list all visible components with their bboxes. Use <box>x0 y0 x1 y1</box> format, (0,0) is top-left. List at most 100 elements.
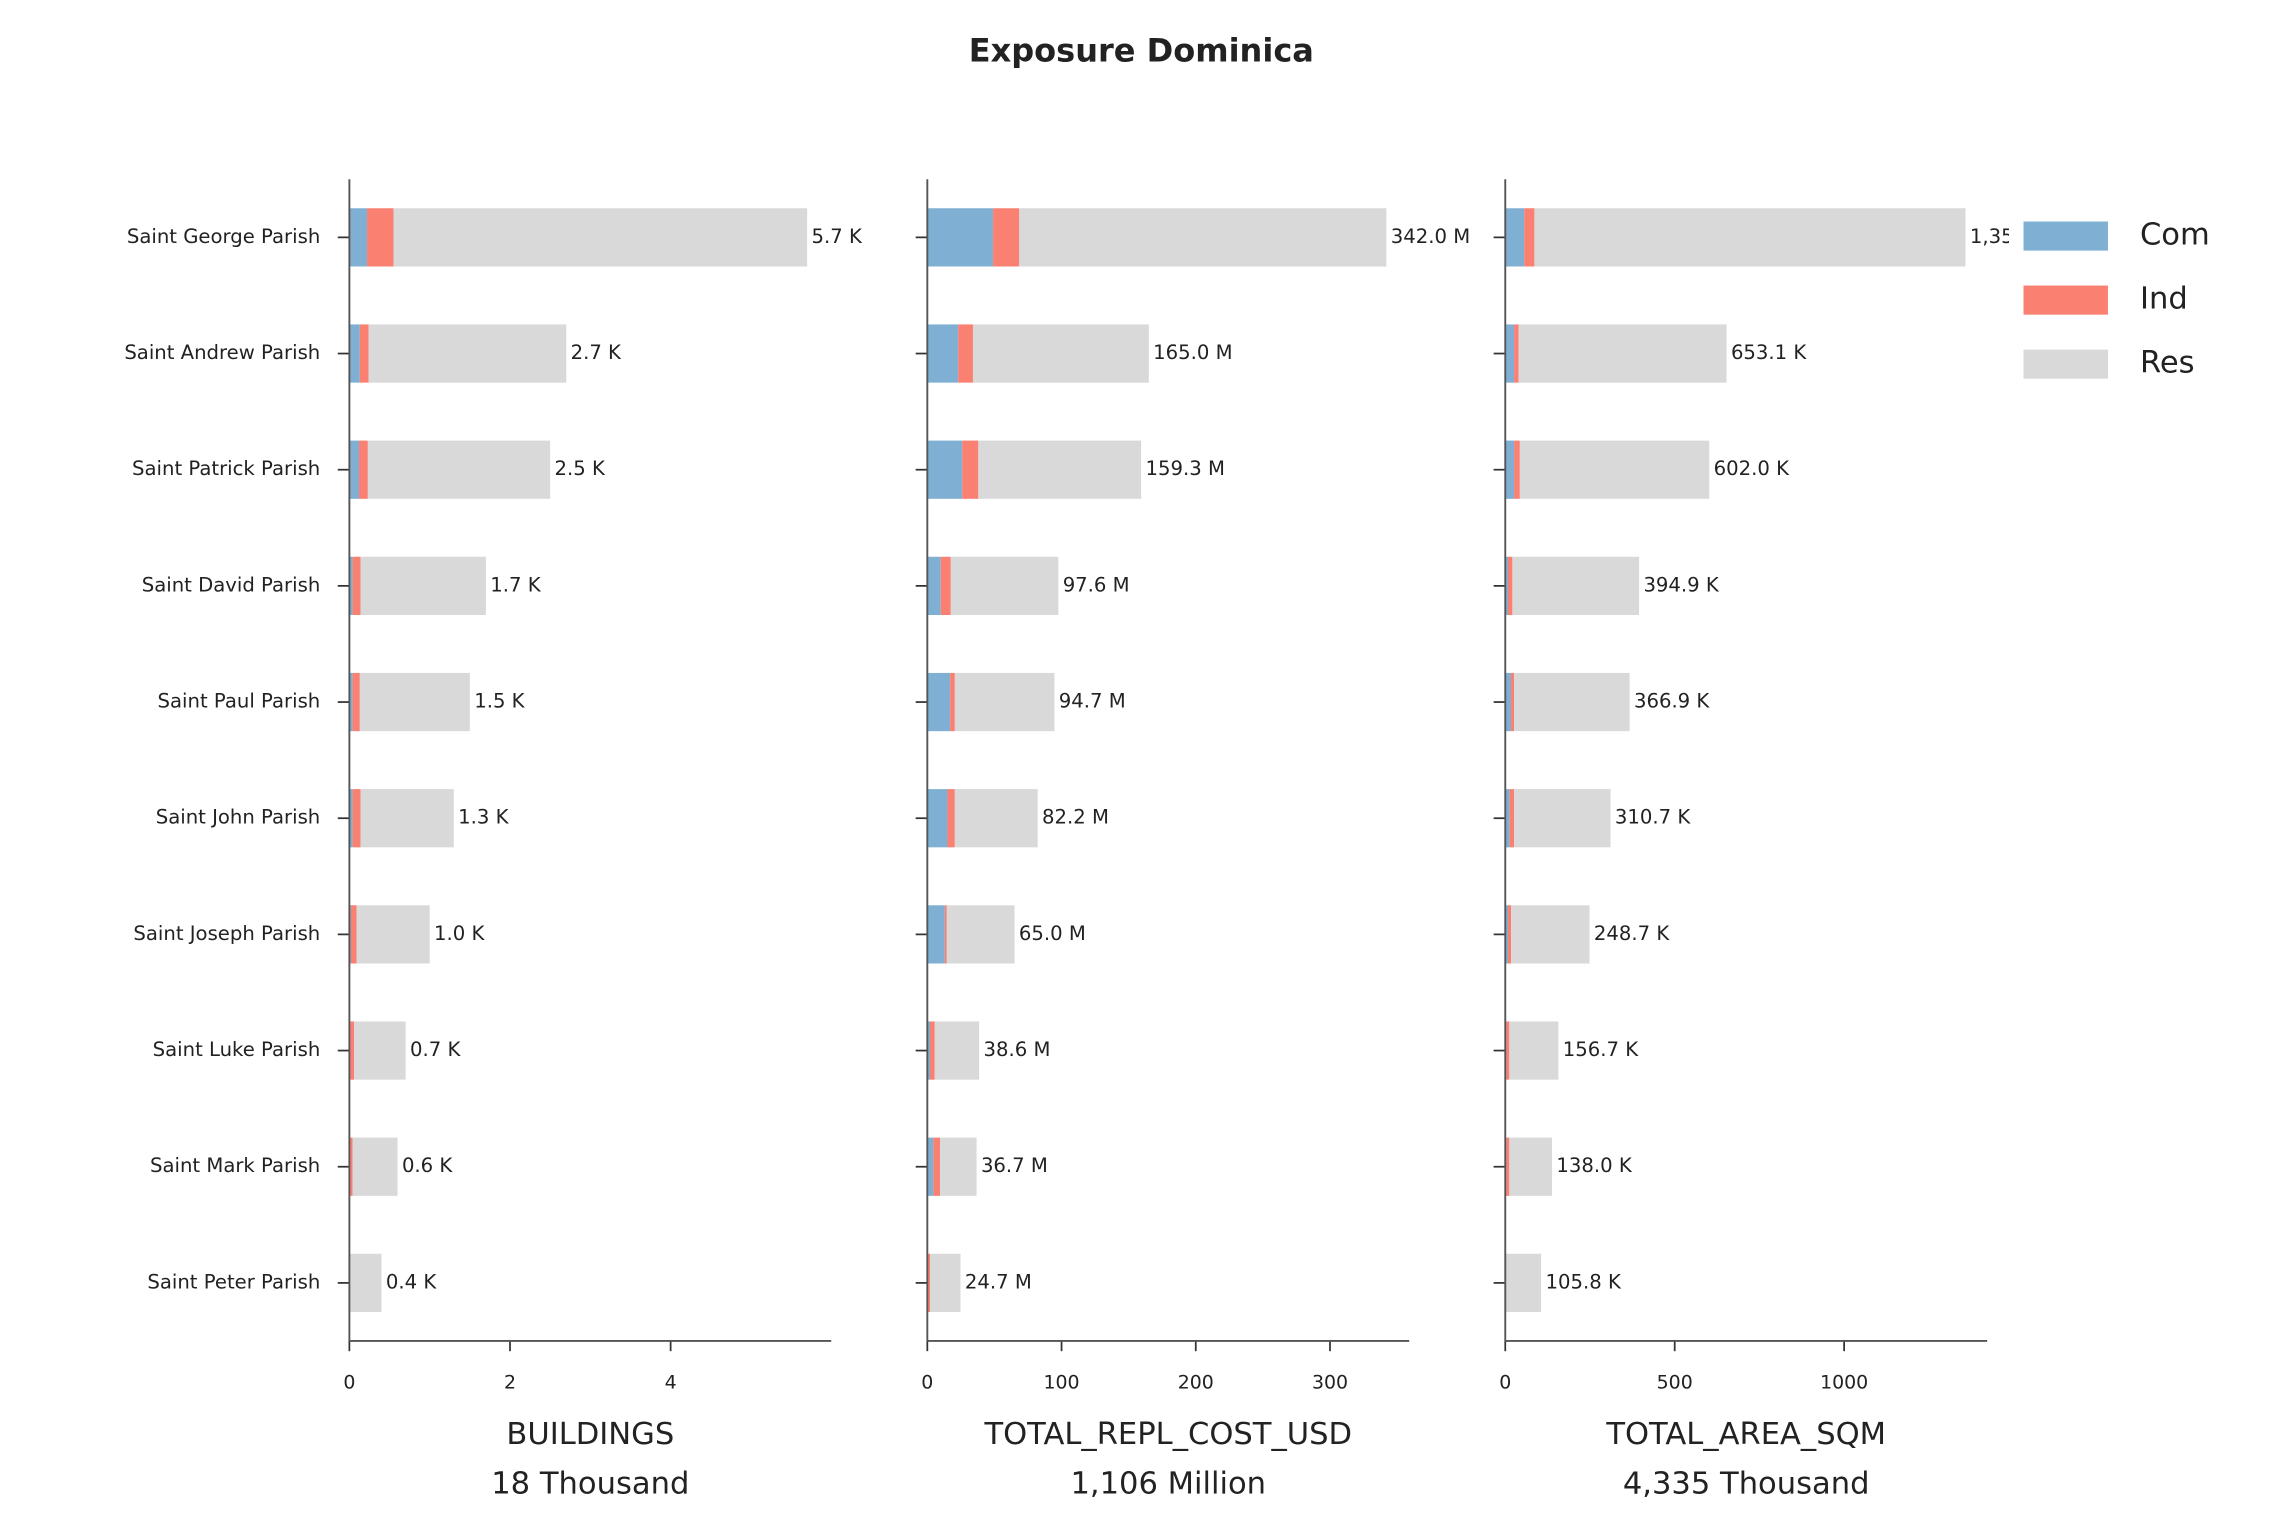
bar-segment <box>354 1021 406 1080</box>
x-tick-label: 100 <box>1044 1372 1080 1394</box>
bar-segment <box>950 672 955 732</box>
bar-segment <box>972 324 1149 383</box>
value-label: 342.0 M <box>1391 225 1470 248</box>
value-label: 36.7 M <box>981 1154 1048 1177</box>
bar-segment <box>1509 1021 1559 1080</box>
bar-segment <box>349 789 353 848</box>
bar-segment <box>978 440 1142 499</box>
y-tick-label: Saint David Parish <box>142 573 321 596</box>
x-tick-label: 4 <box>665 1372 677 1394</box>
value-label: 653.1 K <box>1731 341 1807 364</box>
value-label: 0.6 K <box>402 1154 453 1177</box>
bar-segment <box>349 672 353 732</box>
bar-segment <box>350 1137 353 1196</box>
bar-segment <box>393 208 808 267</box>
bar-segment <box>350 1021 355 1080</box>
bar-segment <box>349 324 360 383</box>
bar-segment <box>933 1137 941 1196</box>
bar-segment <box>927 208 994 267</box>
bar-segment <box>958 324 973 383</box>
x-axis-label: BUILDINGS <box>506 1417 674 1452</box>
bar-segment <box>962 440 979 499</box>
bar-segment <box>930 1253 961 1313</box>
y-tick-label: Saint George Parish <box>127 225 320 248</box>
bar-segment <box>1505 789 1510 848</box>
x-axis-total: 18 Thousand <box>491 1467 689 1502</box>
x-tick-label: 1000 <box>1820 1372 1868 1394</box>
value-label: 1.5 K <box>474 690 525 713</box>
bar-segment <box>950 556 1059 615</box>
value-label: 1.0 K <box>434 922 485 945</box>
x-tick-label: 200 <box>1178 1372 1214 1394</box>
y-tick-label: Saint Luke Parish <box>153 1038 321 1061</box>
bar-segment <box>927 1021 931 1080</box>
bar-segment <box>1514 440 1520 499</box>
bar-segment <box>352 789 361 848</box>
x-axis-label: TOTAL_REPL_COST_USD <box>983 1417 1352 1452</box>
value-label: 0.4 K <box>386 1270 437 1293</box>
bar-segment <box>927 672 951 732</box>
bar-segment <box>940 556 951 615</box>
legend-swatch <box>2023 221 2108 251</box>
x-tick-label: 0 <box>343 1372 355 1394</box>
value-label: 248.7 K <box>1594 922 1670 945</box>
bar-segment <box>1505 324 1515 383</box>
value-label: 105.8 K <box>1545 1270 1621 1293</box>
bar-segment <box>1019 208 1387 267</box>
y-tick-label: Saint Joseph Parish <box>133 922 320 945</box>
x-tick-label: 0 <box>1499 1372 1511 1394</box>
value-label: 366.9 K <box>1634 690 1710 713</box>
bar-segment <box>934 1021 980 1080</box>
bar-segment <box>1506 1137 1510 1196</box>
bar-segment <box>1505 440 1515 499</box>
legend-label: Com <box>2140 218 2210 253</box>
bar-segment <box>927 324 959 383</box>
bar-segment <box>359 672 470 732</box>
y-tick-label: Saint John Parish <box>156 806 321 829</box>
value-label: 1.3 K <box>458 806 509 829</box>
bar-segment <box>1534 208 1966 267</box>
bar-segment <box>352 556 361 615</box>
bar-segment <box>359 440 368 499</box>
bar-segment <box>1505 556 1508 615</box>
value-label: 602.0 K <box>1714 457 1790 480</box>
bar-segment <box>360 789 454 848</box>
legend-swatch <box>2023 349 2108 379</box>
value-label: 0.7 K <box>410 1038 461 1061</box>
x-tick-label: 0 <box>921 1372 933 1394</box>
x-tick-label: 2 <box>504 1372 516 1394</box>
bar-segment <box>947 789 955 848</box>
value-label: 1.7 K <box>490 573 541 596</box>
legend-label: Ind <box>2140 282 2188 317</box>
bar-segment <box>1507 905 1512 964</box>
bar-segment <box>944 905 947 964</box>
bar-segment <box>1509 1137 1553 1196</box>
bar-segment <box>1514 789 1611 848</box>
value-label: 97.6 M <box>1063 573 1130 596</box>
legend-label: Res <box>2140 346 2195 381</box>
bar-segment <box>1519 440 1710 499</box>
bar-segment <box>1509 789 1515 848</box>
bar-segment <box>927 789 948 848</box>
y-tick-label: Saint Mark Parish <box>150 1154 320 1177</box>
bar-segment <box>1511 672 1515 732</box>
bar-segment <box>954 672 1055 732</box>
x-tick-label: 500 <box>1657 1372 1693 1394</box>
bar-segment <box>927 556 941 615</box>
value-label: 38.6 M <box>984 1038 1051 1061</box>
bar-segment <box>352 1137 398 1196</box>
bar-segment <box>1511 905 1590 964</box>
bar-segment <box>368 324 567 383</box>
value-label: 65.0 M <box>1019 922 1086 945</box>
value-label: 394.9 K <box>1643 573 1719 596</box>
bar-segment <box>350 1253 382 1313</box>
bar-segment <box>927 1253 931 1313</box>
bar-segment <box>360 556 486 615</box>
x-tick-label: 300 <box>1312 1372 1348 1394</box>
bar-segment <box>1524 208 1535 267</box>
bar-segment <box>1514 672 1630 732</box>
value-label: 82.2 M <box>1042 806 1109 829</box>
value-label: 156.7 K <box>1563 1038 1639 1061</box>
value-label: 165.0 M <box>1153 341 1232 364</box>
chart-title: Exposure Dominica <box>969 32 1314 70</box>
